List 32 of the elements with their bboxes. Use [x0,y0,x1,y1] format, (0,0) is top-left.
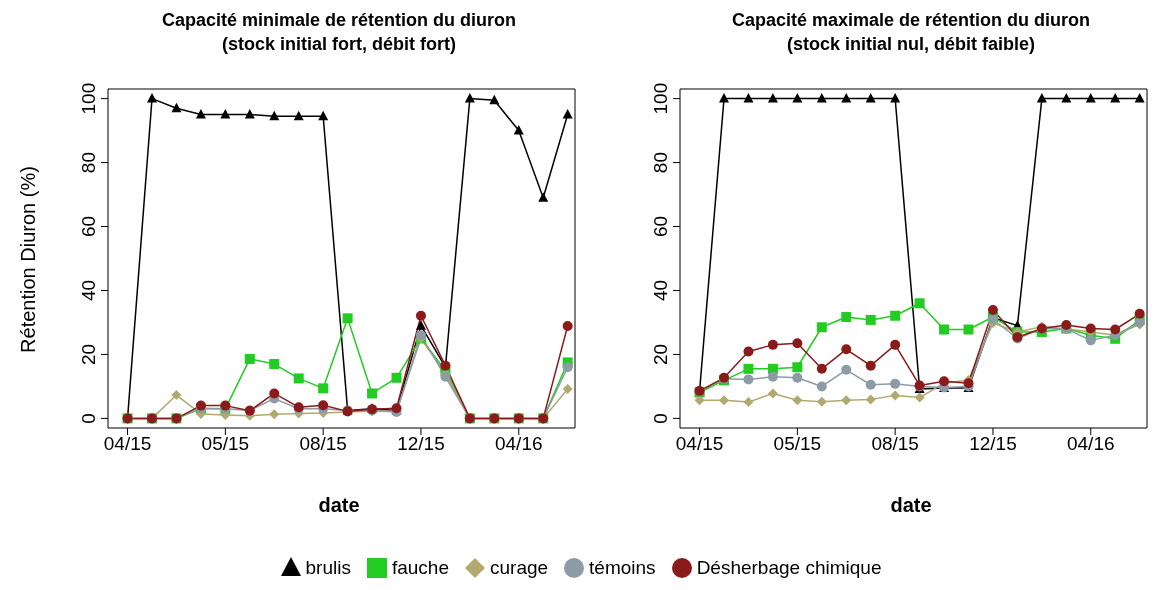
x-tick-label: 04/16 [1066,433,1115,455]
y-tick-label: 100 [650,82,671,115]
y-tick-label: 80 [650,151,671,174]
y-tick-label: 20 [650,343,671,366]
y-tick-label: 80 [78,151,99,174]
y-tick-label: 40 [650,279,671,302]
y-tick-label: 100 [78,82,99,115]
y-tick-label: 60 [650,215,671,238]
x-tick-label: 05/15 [773,433,822,455]
y-tick-label: 60 [78,215,99,238]
y-axis-title: Rétention Diuron (%) [16,165,40,355]
x-axis-title: date [317,494,361,517]
legend-label: fauche [391,557,449,579]
x-tick-label: 12/15 [969,433,1017,455]
y-tick-label: 0 [78,413,99,424]
legend-label: Désherbage chimique [696,557,882,579]
legend-label: brulis [305,557,351,579]
legend-label: curage [489,557,549,579]
x-tick-label: 04/15 [103,433,152,455]
chart-title: Capacité maximale de rétention du diuron (stock initial nul, débit faible) [730,9,1092,56]
y-tick-label: 0 [650,413,671,424]
x-axis-title: date [889,494,933,517]
legend-label: témoins [589,557,656,579]
y-tick-label: 20 [78,343,99,366]
x-tick-label: 04/16 [494,433,543,455]
chart-title: Capacité minimale de rétention du diuron (stock initial fort, débit fort) [160,9,518,56]
x-tick-label: 08/15 [871,433,919,455]
x-tick-label: 08/15 [299,433,347,455]
y-tick-label: 40 [78,279,99,302]
x-tick-label: 04/15 [675,433,724,455]
x-tick-label: 12/15 [397,433,445,455]
x-tick-label: 05/15 [201,433,250,455]
